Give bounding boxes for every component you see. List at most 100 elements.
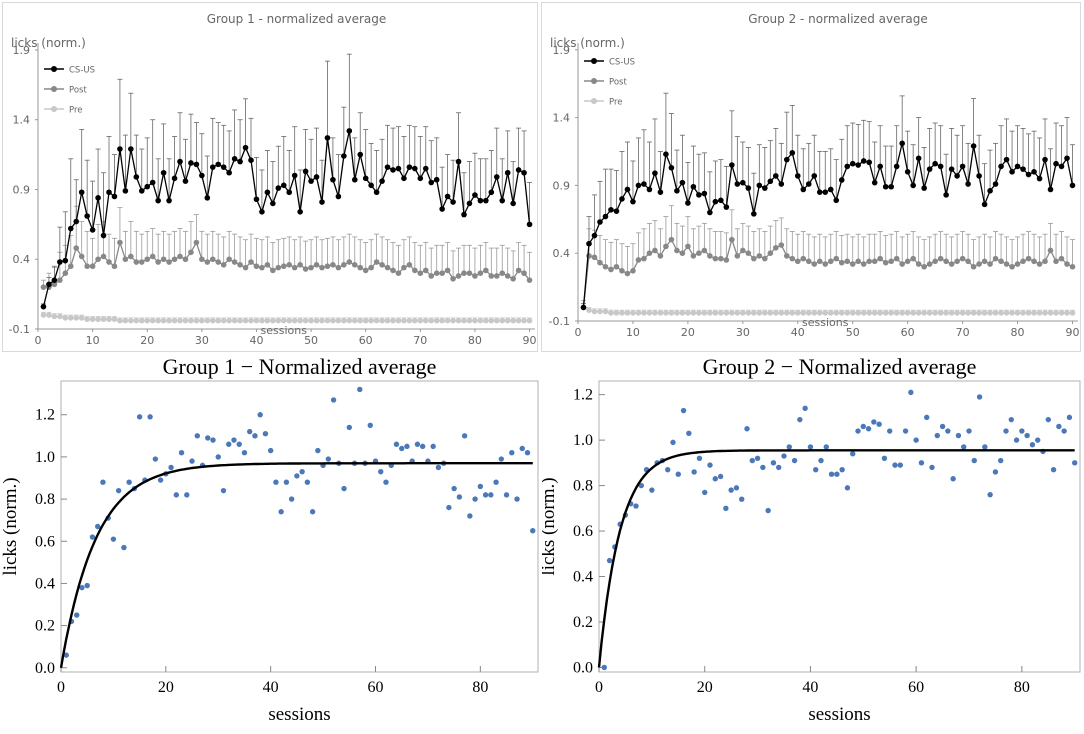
data-point	[1036, 310, 1043, 316]
data-point	[982, 444, 988, 450]
data-point	[641, 310, 647, 316]
data-point	[319, 264, 325, 271]
data-point	[929, 464, 935, 471]
data-point	[144, 256, 151, 263]
data-point	[450, 275, 456, 282]
data-point	[351, 317, 358, 324]
data-point	[483, 317, 489, 324]
data-point	[630, 268, 636, 274]
data-point	[685, 200, 691, 206]
x-tick-label: 20	[158, 679, 174, 696]
data-point	[417, 270, 424, 276]
x-tick-label: 60	[359, 334, 373, 347]
data-point	[740, 179, 746, 186]
top-left-chart: Group 1 - normalized average licks (norm.…	[9, 12, 537, 347]
data-point	[888, 310, 894, 316]
y-tick-label: 0.4	[13, 253, 31, 266]
data-point	[335, 264, 342, 271]
data-point	[236, 441, 242, 447]
data-point	[1035, 437, 1041, 443]
data-point	[674, 188, 680, 194]
data-point	[89, 263, 96, 270]
data-point	[351, 176, 358, 183]
data-point	[215, 317, 222, 324]
data-point	[106, 316, 112, 323]
data-point	[62, 270, 69, 276]
data-point	[231, 259, 238, 265]
data-point	[783, 156, 790, 163]
bottom-right-chart: Group 2 − Normalized average 0 20 40 60 80 0.0…	[542, 355, 1081, 725]
data-point	[390, 167, 396, 173]
data-point	[384, 317, 391, 324]
data-point	[330, 397, 337, 403]
data-point	[797, 416, 803, 423]
data-point	[209, 164, 216, 170]
data-point	[46, 281, 52, 288]
data-point	[926, 261, 933, 267]
data-point	[509, 449, 515, 456]
data-point	[1003, 310, 1010, 316]
x-tick-label: 0	[57, 679, 65, 696]
data-point	[756, 310, 763, 316]
data-point	[193, 161, 200, 168]
data-point	[178, 449, 185, 456]
data-point	[210, 437, 216, 443]
data-point	[961, 444, 967, 450]
data-point	[171, 175, 178, 182]
data-point	[646, 310, 653, 316]
data-point	[899, 261, 905, 267]
data-point	[849, 261, 856, 267]
x-tick-label: 50	[846, 326, 860, 339]
data-point	[472, 192, 478, 198]
y-tick-label: 0.9	[13, 183, 31, 196]
y-tick-label: 0.0	[573, 659, 593, 676]
data-point	[811, 261, 818, 267]
data-point	[1053, 310, 1059, 316]
y-tick-label: 1.9	[13, 44, 31, 57]
data-point	[477, 270, 484, 276]
data-point	[948, 310, 955, 316]
data-point	[893, 255, 900, 262]
data-point	[252, 433, 258, 439]
data-point	[188, 317, 194, 324]
y-tick-label: 0.9	[553, 179, 571, 192]
x-tick-label: 30	[195, 334, 209, 347]
bottom-left-chart-panel: Group 1 − Normalized average 0 20 40 60 80 0.0…	[0, 355, 542, 734]
data-point	[877, 163, 883, 170]
data-point	[827, 186, 834, 193]
data-point	[510, 317, 516, 324]
bottom-left-chart: Group 1 − Normalized average 0 20 40 60 80 0.0…	[0, 355, 539, 725]
data-point	[635, 310, 642, 316]
data-point	[521, 270, 527, 276]
data-point	[330, 176, 336, 183]
data-point	[855, 428, 861, 434]
chart-title: Group 2 − Normalized average	[703, 355, 977, 379]
data-point	[237, 317, 243, 324]
x-tick-label: 90	[1066, 326, 1080, 339]
data-point	[624, 310, 631, 316]
data-point	[95, 195, 101, 201]
data-point	[188, 249, 194, 256]
data-point	[362, 175, 369, 182]
data-point	[78, 189, 85, 196]
data-point	[444, 267, 451, 274]
y-tick-label: 0.2	[573, 614, 593, 631]
data-point	[275, 185, 282, 191]
data-point	[765, 507, 771, 514]
data-point	[89, 227, 96, 233]
data-point	[734, 310, 741, 316]
data-point	[668, 236, 675, 243]
data-point	[422, 267, 429, 274]
data-point	[291, 317, 298, 324]
data-point	[231, 317, 238, 324]
series-pre	[40, 311, 533, 324]
data-point	[959, 255, 966, 262]
data-point	[526, 317, 533, 324]
data-point	[690, 253, 697, 259]
y-tick-label: -0.1	[9, 323, 30, 336]
data-point	[816, 310, 823, 316]
data-point	[488, 189, 495, 196]
data-point	[778, 242, 785, 248]
data-point	[762, 310, 768, 316]
data-point	[893, 163, 900, 170]
